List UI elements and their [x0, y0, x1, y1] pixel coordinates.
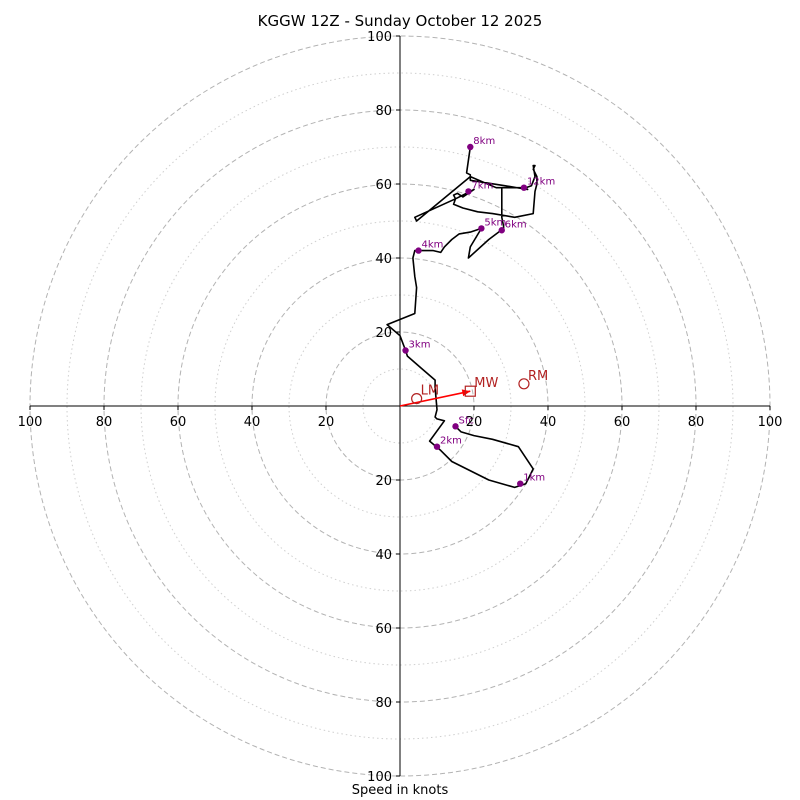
- height-marker-12km: [520, 184, 528, 191]
- storm-motion-layer: LM MW RM: [411, 369, 548, 405]
- height-label-6km: 6km: [505, 219, 527, 230]
- height-marker-sfc: [452, 423, 459, 430]
- mean-wind-arrow: [399, 390, 471, 407]
- height-marker-4km: [415, 247, 422, 254]
- hodograph-trace: [386, 146, 538, 489]
- y-tick-label: 60: [375, 622, 392, 637]
- x-tick-label: 100: [758, 415, 783, 430]
- storm-motion-mw-label: MW: [474, 376, 498, 391]
- height-label-8km: 8km: [473, 136, 495, 147]
- hodograph-trace-layer: [386, 146, 538, 489]
- height-label-3km: 3km: [409, 340, 431, 351]
- y-tick-label: 80: [375, 696, 392, 711]
- mean-wind-arrow-head: [461, 389, 471, 397]
- x-tick-label: 20: [466, 415, 483, 430]
- x-tick-label: 60: [614, 415, 631, 430]
- x-tick-label: 100: [18, 415, 43, 430]
- x-tick-label: 40: [540, 415, 557, 430]
- chart-title: KGGW 12Z - Sunday October 12 2025: [257, 12, 543, 30]
- height-marker-8km: [467, 143, 474, 151]
- height-label-12km: 12km: [527, 177, 555, 188]
- height-marker-1km: [517, 480, 524, 487]
- height-marker-7km: [465, 188, 472, 195]
- height-label-4km: 4km: [422, 240, 444, 251]
- y-tick-label: 80: [375, 104, 392, 119]
- storm-motion-rm-marker: [518, 378, 530, 390]
- y-tick-label: 100: [367, 30, 392, 45]
- y-tick-label: 60: [375, 178, 392, 193]
- storm-motion-rm-label: RM: [528, 369, 548, 384]
- y-tick-label: 20: [375, 474, 392, 489]
- storm-motion-mw-marker: [464, 385, 476, 397]
- x-tick-label: 80: [96, 415, 113, 430]
- storm-motion-lm-marker: [411, 393, 423, 405]
- height-marker-5km: [478, 225, 485, 232]
- mean-wind-arrow-layer: [399, 389, 471, 407]
- height-label-7km: 7km: [471, 180, 493, 191]
- y-tick-label: 20: [375, 326, 392, 341]
- x-tick-label: 80: [688, 415, 705, 430]
- height-label-sfc: Sfc: [459, 415, 474, 426]
- storm-motion-lm-label: LM: [421, 384, 439, 399]
- y-tick-label: 100: [367, 770, 392, 785]
- x-tick-label: 20: [318, 415, 335, 430]
- x-tick-label: 60: [170, 415, 187, 430]
- x-tick-label: 40: [244, 415, 261, 430]
- height-marker-3km: [402, 347, 409, 354]
- height-label-2km: 2km: [440, 436, 462, 447]
- height-label-1km: 1km: [523, 473, 545, 484]
- tick-label-layer: 100 80 60 40 20 20 40 60 80 100 100 80 60 40 20 20 40 60 8…: [18, 30, 783, 785]
- y-tick-label: 40: [375, 548, 392, 563]
- height-marker-2km: [433, 443, 441, 450]
- height-label-5km: 5km: [484, 217, 506, 228]
- height-marker-6km: [498, 227, 505, 234]
- x-axis-label: Speed in knots: [351, 783, 449, 798]
- y-tick-label: 40: [375, 252, 392, 267]
